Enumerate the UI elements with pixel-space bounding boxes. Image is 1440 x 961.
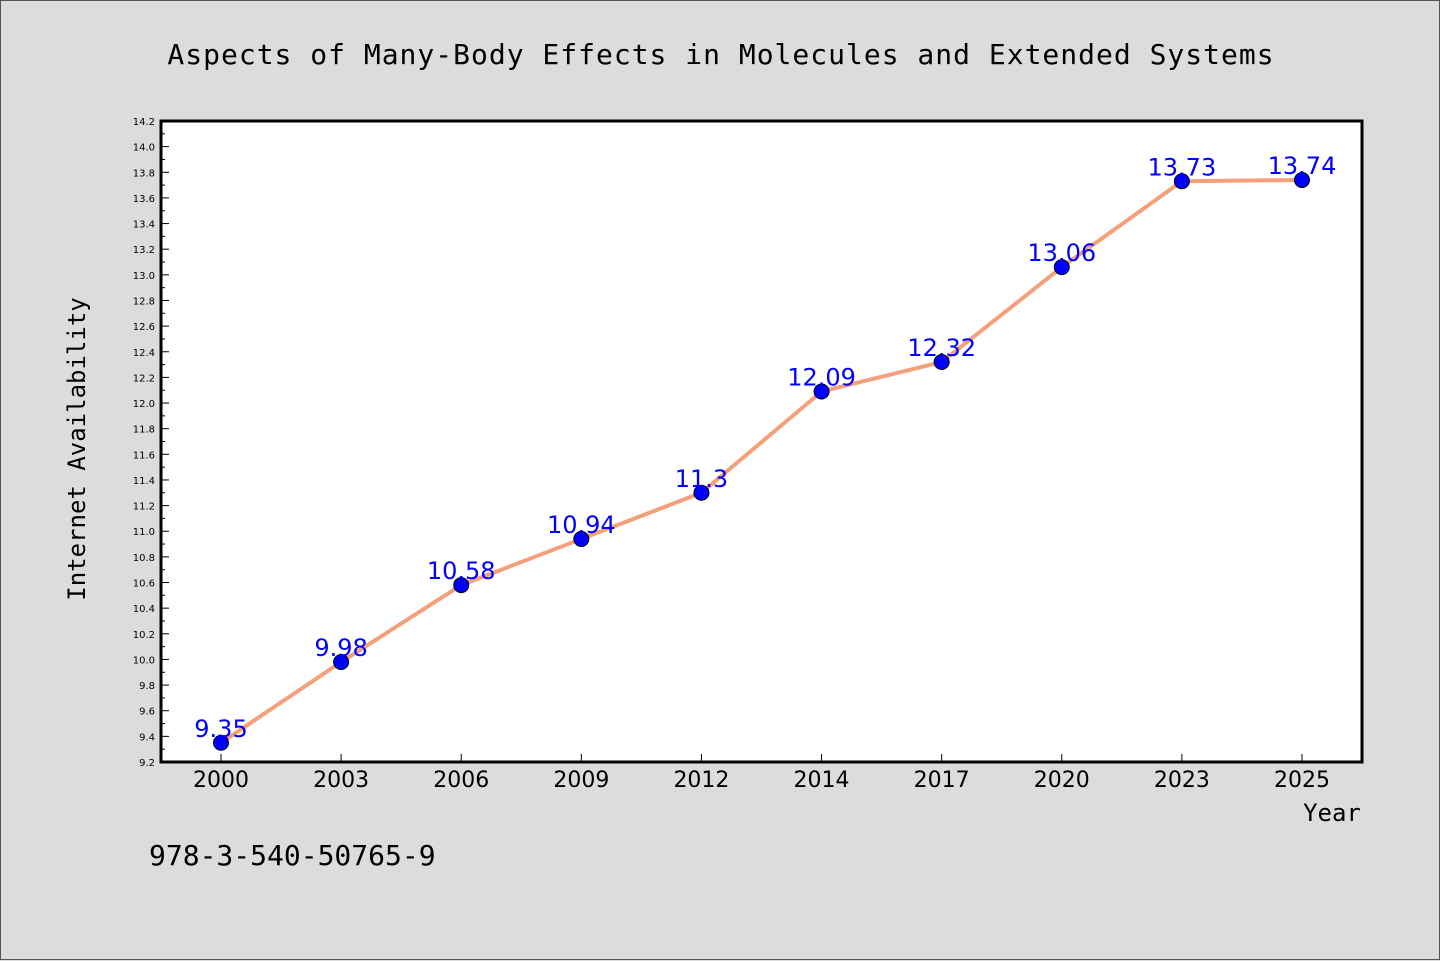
data-point-marker [213,734,229,751]
y-tick-label: 9.2 [139,758,155,769]
data-point-marker [813,383,830,400]
y-tick-label: 13.2 [133,245,155,256]
x-tick-label: 2003 [313,768,369,793]
data-label: 9.98 [314,634,367,662]
series-line [219,177,1303,745]
data-label: 13.74 [1268,152,1337,180]
series-line-group [219,177,1303,745]
y-tick-label: 12.0 [133,399,155,410]
data-point-marker [1173,173,1190,190]
data-labels: 9.35 9.98 10.58 10.94 11.3 12.09 12.32 13.06 13.… [194,152,1336,743]
y-tick-label: 9.8 [139,681,155,692]
y-tick-label: 14.0 [133,143,155,154]
x-axis-ticks: 2000 2003 2006 2009 2012 2014 2017 2020 2023 2025 [193,754,1330,793]
data-point-marker [1053,259,1070,276]
y-tick-label: 13.6 [133,194,155,205]
y-tick-label: 10.0 [133,655,155,666]
chart-title: Aspects of Many-Body Effects in Molecule… [167,38,1274,71]
data-point-marker [333,654,350,671]
data-label: 13.06 [1027,239,1096,267]
y-axis-label: Internet Availability [63,297,91,600]
x-tick-label: 2006 [433,768,489,793]
x-tick-label: 2012 [673,768,729,793]
y-tick-label: 11.0 [133,527,155,538]
y-tick-label: 12.6 [133,322,155,333]
data-point-marker [453,577,470,594]
plot-border [159,119,1364,764]
y-tick-label: 11.4 [133,476,155,487]
y-tick-label: 11.8 [133,425,155,436]
y-tick-label: 9.4 [139,732,155,743]
data-point-marker [933,354,950,371]
y-tick-label: 13.4 [133,220,155,231]
x-tick-label: 2023 [1154,768,1210,793]
x-tick-label: 2017 [914,768,970,793]
x-axis-label: Year [1303,799,1361,827]
y-tick-label: 13.0 [133,271,155,282]
y-tick-label: 12.4 [133,348,155,359]
data-label: 12.09 [787,364,856,392]
y-tick-label: 10.8 [133,553,155,564]
x-tick-label: 2014 [794,768,850,793]
data-point-marker [693,484,710,501]
data-label: 13.73 [1148,153,1217,181]
y-tick-label: 10.4 [133,604,155,615]
y-tick-label: 12.2 [133,373,155,384]
data-label: 11.3 [675,465,728,493]
data-label: 9.35 [194,715,247,743]
y-tick-label: 14.2 [133,117,155,128]
data-point-marker [573,530,590,547]
y-tick-label: 10.2 [133,630,155,641]
x-tick-label: 2020 [1034,768,1090,793]
x-tick-label: 2000 [193,768,249,793]
y-tick-label: 10.6 [133,579,155,590]
y-tick-label: 11.2 [133,502,155,513]
x-tick-label: 2009 [553,768,609,793]
isbn-footnote: 978-3-540-50765-9 [149,839,436,872]
data-label: 12.32 [907,334,976,362]
data-label: 10.94 [547,511,616,539]
x-tick-label: 2025 [1274,768,1330,793]
data-point-marker [1294,171,1310,188]
y-tick-label: 12.8 [133,296,155,307]
y-tick-label: 9.6 [139,707,155,718]
series-markers [213,171,1310,751]
y-tick-label: 11.6 [133,450,155,461]
y-tick-label: 13.8 [133,168,155,179]
data-label: 10.58 [427,557,496,585]
